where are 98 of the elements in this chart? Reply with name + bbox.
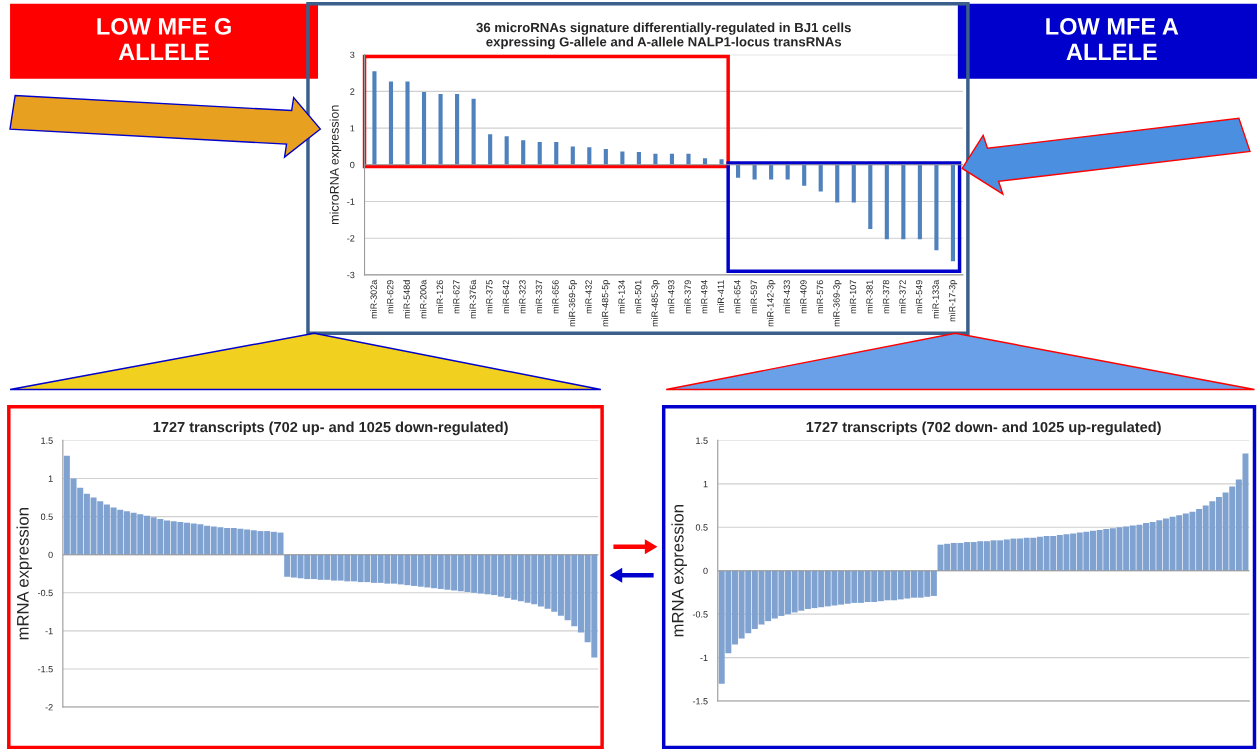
y-axis-title: mRNA expression (16, 508, 33, 640)
y-axis-title: microRNA expression (329, 105, 342, 225)
x-tick-label: miR-433 (783, 280, 791, 314)
bar (587, 147, 592, 165)
bar (388, 81, 394, 165)
bar (785, 164, 790, 180)
x-tick-label: miR-200a (419, 279, 427, 319)
x-tick-label: miR-627 (452, 280, 460, 314)
bar (521, 140, 526, 165)
y-tick-label: -0.5 (692, 611, 708, 618)
x-tick-label: miR-376a (469, 279, 477, 319)
bar (934, 164, 939, 251)
y-tick-label: -1 (45, 627, 53, 635)
bar (537, 142, 542, 165)
x-tick-label: miR-134 (618, 280, 625, 314)
bar (752, 164, 757, 180)
x-tick-label: miR-133a (932, 279, 939, 319)
x-tick-label: miR-485-3p (651, 280, 660, 327)
x-tick-label: miR-597 (750, 280, 758, 314)
y-tick-label: 0 (48, 551, 53, 559)
chart-title: 1727 transcripts (702 down- and 1025 up-regulated) (806, 421, 1161, 436)
bar (884, 164, 889, 240)
bar (554, 142, 559, 165)
x-tick-label: miR-501 (634, 280, 642, 314)
x-tick-label: miR-494 (700, 280, 708, 314)
y-tick-label: 1 (48, 475, 53, 482)
bar (405, 81, 410, 165)
x-tick-label: miR-378 (882, 280, 890, 314)
bar (636, 151, 641, 165)
bar (372, 71, 377, 165)
x-tick-label: miR-375 (485, 280, 493, 314)
x-tick-label: miR-372 (899, 280, 906, 314)
y-tick-label: 1.5 (696, 437, 708, 444)
y-tick-label: 2 (350, 88, 355, 95)
x-tick-label: miR-337 (535, 280, 543, 314)
bar (917, 164, 922, 240)
x-tick-label: miR-656 (552, 280, 559, 314)
x-tick-label: miR-107 (849, 280, 857, 314)
bar (769, 164, 774, 180)
bar (455, 93, 460, 165)
x-tick-label: miR-642 (502, 280, 510, 314)
x-tick-label: miR-379 (684, 280, 691, 314)
chart-title: 1727 transcripts (702 up- and 1025 down-regulated) (153, 421, 508, 436)
x-tick-label: miR-302a (370, 279, 377, 319)
bar (868, 164, 873, 230)
x-tick-label: miR-126 (436, 280, 443, 314)
bar (901, 164, 906, 240)
x-tick-label: miR-485-5p (601, 280, 611, 327)
x-tick-label: miR-411 (717, 280, 724, 313)
y-tick-label: -2 (45, 704, 53, 711)
y-tick-label: 1.5 (41, 437, 53, 444)
x-tick-label: miR-409 (799, 280, 807, 314)
x-tick-label: miR-381 (866, 280, 873, 314)
bar (421, 92, 427, 165)
bar (950, 164, 956, 262)
bar (686, 153, 691, 165)
text: LOW MFE G ALLELE (97, 18, 231, 61)
bar (471, 98, 476, 165)
text: LOW MFE A ALLELE (1046, 18, 1179, 61)
bar (504, 136, 509, 165)
bar (570, 146, 575, 165)
y-tick-label: -1 (347, 198, 355, 205)
y-tick-label: 0.5 (40, 513, 53, 520)
chart-title: 36 microRNAs signature differentially-regulated in BJ1 cells expressing G-allele and A-allele NALP1-locus transRNAs (476, 22, 851, 50)
y-tick-label: -2 (347, 235, 355, 242)
x-tick-label: miR-432 (585, 280, 592, 314)
y-tick-label: 1 (350, 125, 355, 132)
y-tick-label: 3 (350, 51, 355, 59)
y-tick-label: -1 (700, 654, 708, 661)
bar (603, 149, 608, 165)
x-tick-label: miR-17-3p (948, 280, 958, 322)
y-tick-label: -0.5 (37, 589, 53, 597)
y-tick-label: 0 (703, 567, 708, 575)
x-tick-label: miR-493 (667, 280, 675, 314)
y-tick-label: -1.5 (692, 698, 708, 705)
bar (818, 164, 823, 192)
bar (835, 164, 840, 203)
x-tick-label: miR-369-5p (568, 280, 577, 327)
bar (488, 134, 493, 165)
bar (438, 93, 443, 165)
y-axis-title: mRNA expression (671, 505, 687, 637)
bar (851, 164, 856, 203)
y-tick-label: 0 (350, 161, 355, 169)
x-tick-label: miR-654 (733, 280, 741, 314)
x-tick-label: miR-369-3p (833, 280, 842, 327)
y-tick-label: 0.5 (695, 524, 708, 531)
x-tick-label: miR-549 (915, 280, 923, 314)
bar (802, 164, 807, 186)
x-tick-label: miR-629 (386, 280, 394, 314)
x-tick-label: miR-548d (403, 280, 410, 319)
bar (736, 164, 741, 178)
x-tick-label: miR-576 (816, 280, 824, 314)
bar (719, 159, 724, 165)
y-tick-label: -1.5 (37, 666, 53, 673)
y-tick-label: -3 (347, 271, 355, 279)
x-tick-label: miR-323 (519, 280, 526, 314)
y-tick-label: 1 (703, 480, 708, 488)
x-tick-label: miR-142-3p (766, 280, 776, 327)
